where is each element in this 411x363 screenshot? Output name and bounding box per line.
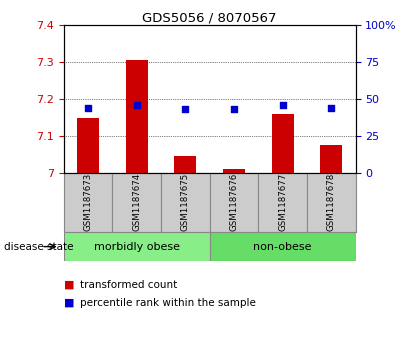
Point — [133, 102, 140, 108]
Text: GSM1187676: GSM1187676 — [229, 173, 238, 232]
Bar — [223, 169, 245, 173]
Text: morbidly obese: morbidly obese — [94, 242, 180, 252]
Bar — [161, 173, 210, 232]
Bar — [174, 156, 196, 173]
Bar — [126, 60, 148, 173]
Text: GSM1187674: GSM1187674 — [132, 173, 141, 232]
Bar — [64, 173, 112, 232]
Text: GSM1187673: GSM1187673 — [83, 173, 92, 232]
Point — [328, 105, 335, 111]
Bar — [272, 114, 293, 173]
Text: transformed count: transformed count — [80, 280, 178, 290]
Bar — [320, 145, 342, 173]
Point — [231, 107, 237, 113]
Bar — [112, 173, 161, 232]
Bar — [307, 173, 356, 232]
Text: disease state: disease state — [4, 242, 74, 252]
Point — [182, 107, 189, 113]
Point — [85, 105, 91, 111]
Text: ■: ■ — [64, 280, 74, 290]
Text: GSM1187678: GSM1187678 — [327, 173, 336, 232]
Text: percentile rank within the sample: percentile rank within the sample — [80, 298, 256, 308]
Text: GSM1187675: GSM1187675 — [181, 173, 190, 232]
Text: non-obese: non-obese — [253, 242, 312, 252]
Title: GDS5056 / 8070567: GDS5056 / 8070567 — [142, 11, 277, 24]
Bar — [64, 232, 210, 261]
Text: ■: ■ — [64, 298, 74, 308]
Bar — [258, 173, 307, 232]
Text: GSM1187677: GSM1187677 — [278, 173, 287, 232]
Point — [279, 102, 286, 108]
Bar — [210, 173, 258, 232]
Bar — [210, 232, 356, 261]
Bar — [77, 118, 99, 173]
